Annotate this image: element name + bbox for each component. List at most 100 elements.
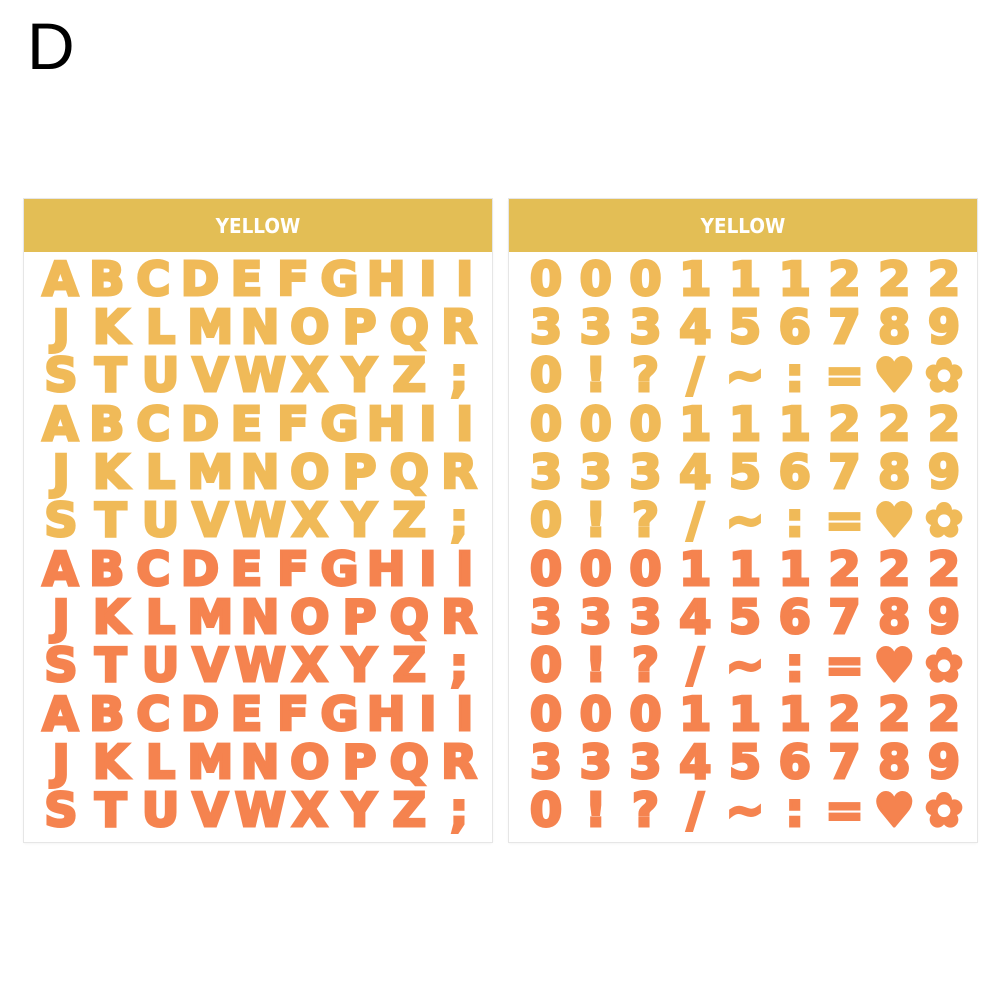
sticker-glyph: 6 (777, 590, 812, 644)
sticker-glyph: X (291, 493, 329, 547)
sticker-row: 0!? / ~: = ♥ ✿ (509, 493, 977, 547)
sticker-glyph: 6 (777, 735, 812, 789)
sticker-glyph: ~ (724, 783, 766, 837)
variant-label: D (27, 9, 75, 83)
sticker-glyph: G (319, 542, 360, 596)
sticker-glyph: G (319, 252, 360, 306)
sticker-glyph: = (824, 493, 866, 547)
sticker-glyph: N (239, 735, 281, 789)
sticker-glyph: 4 (678, 735, 713, 789)
sticker-glyph: 3 (578, 735, 613, 789)
sticker-glyph: 8 (877, 445, 912, 499)
sticker-glyph: X (291, 638, 329, 692)
sticker-glyph: F (276, 687, 310, 741)
sticker-glyph: 1 (678, 542, 713, 596)
sticker-glyph: I (418, 252, 438, 306)
sticker-glyph: ! (584, 493, 608, 547)
sticker-glyph: W (234, 638, 288, 692)
sticker-glyph: N (239, 445, 281, 499)
sticker-glyph: Z (391, 638, 427, 692)
sticker-glyph: 0 (528, 638, 563, 692)
sticker-glyph: C (135, 542, 172, 596)
sticker-glyph: N (239, 300, 281, 354)
sticker-glyph: 3 (578, 300, 613, 354)
sticker-glyph: 0 (528, 397, 563, 451)
sticker-glyph: : (784, 493, 805, 547)
sticker-glyph: 3 (528, 445, 563, 499)
sticker-row: S T U V W X Y Z; (24, 348, 492, 402)
sticker-glyph: 2 (827, 542, 862, 596)
sticker-glyph: / (685, 348, 705, 402)
sticker-glyph: ; (448, 783, 469, 837)
sticker-glyph: : (784, 638, 805, 692)
sticker-glyph: Y (341, 783, 377, 837)
sticker-glyph: ; (448, 348, 469, 402)
sticker-glyph: W (234, 783, 288, 837)
sticker-glyph: S (43, 783, 79, 837)
sticker-glyph: 8 (877, 590, 912, 644)
sticker-glyph: C (135, 687, 172, 741)
sticker-glyph: B (88, 397, 126, 451)
sticker-glyph: ~ (724, 638, 766, 692)
sticker-glyph: B (88, 542, 126, 596)
sticker-glyph: K (91, 735, 130, 789)
sticker-glyph: 5 (727, 445, 762, 499)
sticker-glyph: 8 (877, 735, 912, 789)
sticker-glyph: I (455, 252, 475, 306)
sticker-glyph: X (291, 783, 329, 837)
sticker-glyph: 2 (827, 252, 862, 306)
sticker-glyph: R (440, 300, 478, 354)
sticker-glyph: ♥ (872, 348, 916, 402)
sticker-glyph: W (234, 493, 288, 547)
sticker-glyph: N (239, 590, 281, 644)
sticker-glyph: : (784, 348, 805, 402)
sticker-glyph: D (179, 687, 220, 741)
sticker-glyph: 5 (727, 735, 762, 789)
sticker-glyph: H (365, 397, 406, 451)
sticker-glyph: 2 (877, 687, 912, 741)
sticker-glyph: 1 (777, 397, 812, 451)
sticker-glyph: D (179, 397, 220, 451)
sticker-glyph: J (51, 445, 71, 499)
sticker-row: S T U V W X Y Z; (24, 783, 492, 837)
sticker-glyph: 3 (528, 590, 563, 644)
sticker-glyph: L (144, 590, 176, 644)
sticker-glyph: I (418, 542, 438, 596)
sticker-glyph: L (144, 300, 176, 354)
sticker-glyph: A (41, 252, 80, 306)
sticker-glyph: R (440, 445, 478, 499)
sticker-glyph: F (276, 397, 310, 451)
sticker-glyph: V (191, 638, 230, 692)
sticker-glyph: ; (448, 638, 469, 692)
sticker-glyph: 3 (628, 590, 663, 644)
sticker-glyph: A (41, 542, 80, 596)
sticker-glyph: C (135, 252, 172, 306)
sticker-block: 0 0 0 1 1 1 2 2 2 3 3 3 4 5 6 7 8 9 0!? / ~: = ♥ ✿ (509, 542, 977, 692)
sticker-glyph: V (191, 493, 230, 547)
sticker-glyph: ~ (724, 348, 766, 402)
sticker-glyph: 0 (578, 687, 613, 741)
sticker-glyph: Q (388, 300, 430, 354)
sticker-glyph: ? (631, 783, 661, 837)
sticker-glyph: 7 (827, 445, 862, 499)
sticker-glyph: / (685, 638, 705, 692)
sticker-glyph: C (135, 397, 172, 451)
sticker-glyph: G (319, 397, 360, 451)
sticker-glyph: L (144, 445, 176, 499)
sticker-glyph: 2 (926, 252, 961, 306)
sticker-glyph: 9 (926, 445, 961, 499)
sticker-glyph: 7 (827, 735, 862, 789)
sticker-glyph: 0 (578, 542, 613, 596)
sticker-glyph: F (276, 542, 310, 596)
sticker-glyph: U (140, 638, 180, 692)
sticker-glyph: 7 (827, 300, 862, 354)
